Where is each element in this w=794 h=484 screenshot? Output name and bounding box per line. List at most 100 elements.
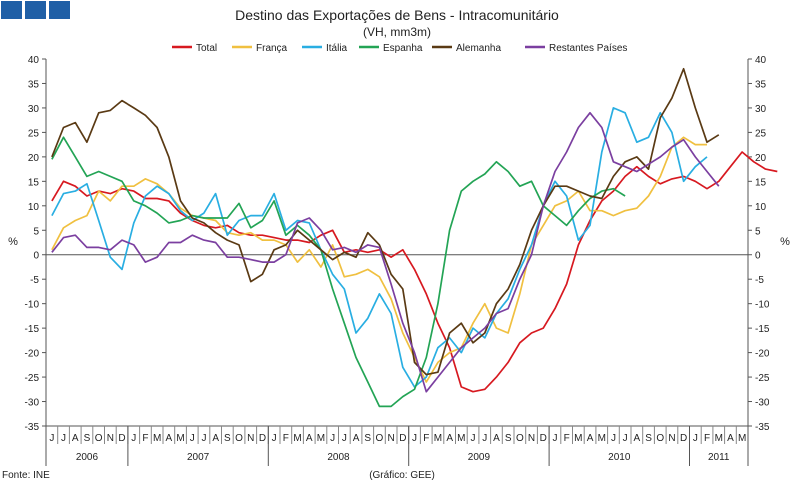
y-tick-label-left: 20 [28, 153, 40, 164]
month-label: F [142, 433, 148, 444]
year-label: 2010 [608, 452, 631, 463]
credit-note: (Gráfico: GEE) [369, 470, 435, 481]
legend-label: Total [196, 43, 217, 54]
y-tick-label-left: 25 [28, 128, 40, 139]
month-label: A [446, 433, 453, 444]
year-label: 2007 [187, 452, 210, 463]
month-label: J [272, 433, 277, 444]
y-tick-label-left: 35 [28, 79, 40, 90]
month-label: O [95, 433, 103, 444]
y-tick-label-left: -5 [30, 275, 39, 286]
month-label: F [423, 433, 429, 444]
month-label: A [493, 433, 500, 444]
month-label: M [153, 433, 161, 444]
year-label: 2006 [76, 452, 99, 463]
y-tick-label-right: -15 [755, 324, 770, 335]
series-line-restantes-países [51, 111, 720, 393]
y-tick-label-right: -20 [755, 349, 770, 360]
month-label: J [693, 433, 698, 444]
y-tick-label-right: -5 [755, 275, 764, 286]
month-label: O [516, 433, 524, 444]
month-label: M [715, 433, 723, 444]
series-line-itália [51, 107, 708, 388]
y-tick-label-right: 15 [755, 177, 767, 188]
month-label: A [212, 433, 219, 444]
month-label: J [623, 433, 628, 444]
month-label: S [364, 433, 371, 444]
month-label: M [738, 433, 746, 444]
month-label: J [342, 433, 347, 444]
y-tick-label-left: 15 [28, 177, 40, 188]
series-line-espanha [51, 136, 626, 408]
month-label: S [645, 433, 652, 444]
month-label: O [235, 433, 243, 444]
month-label: J [131, 433, 136, 444]
month-label: F [704, 433, 710, 444]
month-label: S [84, 433, 91, 444]
y-tick-label-right: 10 [755, 202, 767, 213]
y-tick-label-right: -25 [755, 373, 770, 384]
y-axis-label-right: % [780, 236, 790, 248]
month-label: M [598, 433, 606, 444]
legend-label: Restantes Países [549, 43, 627, 54]
header-square-3 [49, 1, 70, 19]
month-label: N [247, 433, 254, 444]
month-label: A [166, 433, 173, 444]
month-label: A [72, 433, 79, 444]
y-tick-label-left: -10 [25, 300, 40, 311]
y-axis-label-left: % [8, 236, 18, 248]
y-tick-label-left: -30 [25, 398, 40, 409]
month-label: A [306, 433, 313, 444]
month-label: S [505, 433, 512, 444]
legend-label: Espanha [383, 43, 423, 54]
month-label: J [190, 433, 195, 444]
month-label: J [201, 433, 206, 444]
y-tick-label-right: 35 [755, 79, 767, 90]
y-tick-label-left: 5 [33, 226, 39, 237]
y-tick-label-left: 30 [28, 104, 40, 115]
month-label: D [399, 433, 406, 444]
month-label: J [49, 433, 54, 444]
month-label: J [552, 433, 557, 444]
y-tick-label-right: -30 [755, 398, 770, 409]
legend: Total França Itália Espanha Alemanha Restante… [172, 43, 627, 54]
y-tick-label-left: 40 [28, 55, 40, 66]
month-label: D [259, 433, 266, 444]
chart-subtitle: (VH, mm3m) [363, 25, 431, 39]
month-label: J [61, 433, 66, 444]
series-line-alemanha [51, 67, 720, 376]
header-square-1 [1, 1, 22, 19]
year-label: 2011 [708, 452, 730, 463]
y-tick-label-left: -35 [25, 422, 40, 433]
month-label: M [574, 433, 582, 444]
month-label: M [457, 433, 465, 444]
month-label: N [668, 433, 675, 444]
legend-label: França [256, 43, 288, 54]
month-label: M [176, 433, 184, 444]
y-tick-label-right: -10 [755, 300, 770, 311]
year-label: 2009 [468, 452, 491, 463]
y-tick-label-left: -25 [25, 373, 40, 384]
month-label: A [587, 433, 594, 444]
month-label: J [471, 433, 476, 444]
month-label: M [317, 433, 325, 444]
y-tick-label-left: 10 [28, 202, 40, 213]
month-label: D [680, 433, 687, 444]
month-label: N [388, 433, 395, 444]
y-tick-label-right: 0 [755, 251, 761, 262]
month-label: A [727, 433, 734, 444]
month-label: N [528, 433, 535, 444]
source-note: Fonte: INE [2, 470, 50, 481]
month-label: M [434, 433, 442, 444]
month-label: N [107, 433, 114, 444]
y-tick-label-left: 0 [33, 251, 39, 262]
y-tick-label-right: -35 [755, 422, 770, 433]
legend-label: Alemanha [456, 43, 501, 54]
y-tick-label-right: 40 [755, 55, 767, 66]
month-label: S [224, 433, 231, 444]
month-label: A [634, 433, 641, 444]
month-label: M [293, 433, 301, 444]
y-tick-label-right: 20 [755, 153, 767, 164]
month-label: J [482, 433, 487, 444]
